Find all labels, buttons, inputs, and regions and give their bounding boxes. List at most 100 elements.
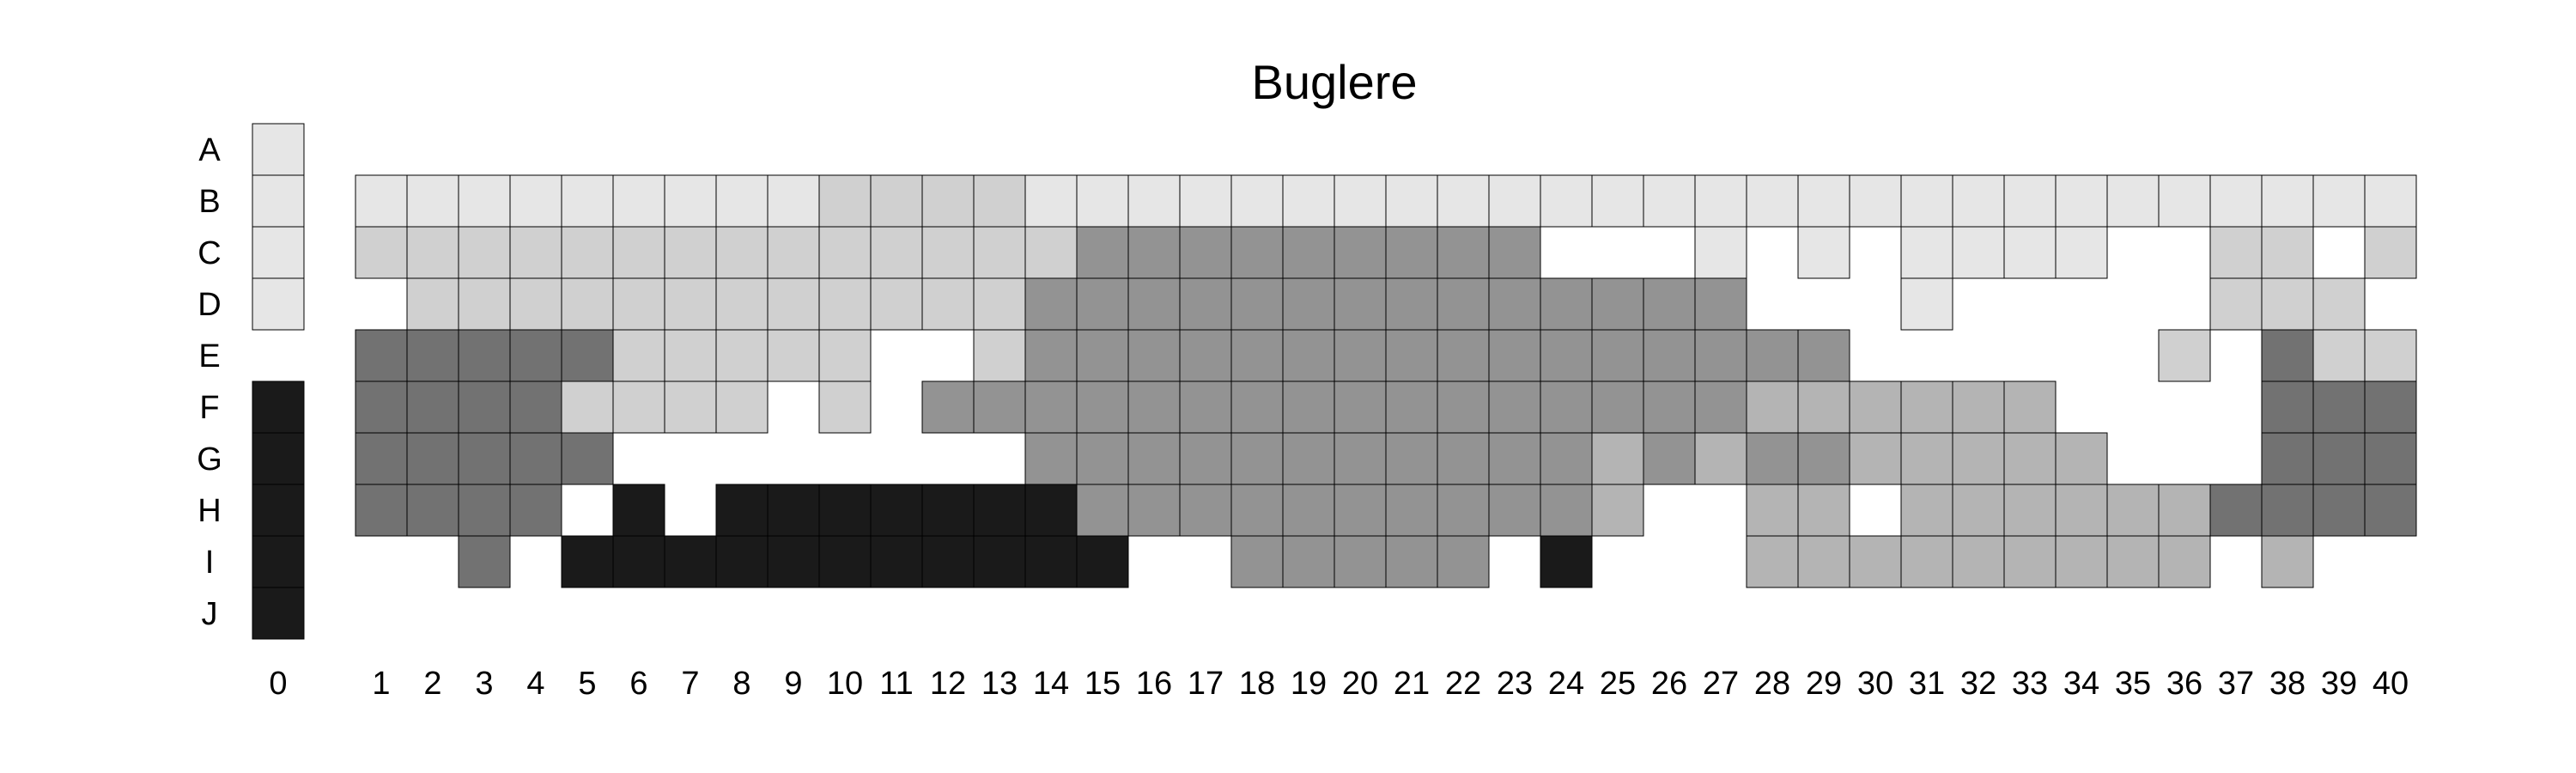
heatmap-cell-B-2 xyxy=(406,174,459,228)
heatmap-cell-H-32 xyxy=(1952,484,2005,537)
heatmap-cell-G-29 xyxy=(1797,432,1850,485)
heatmap-cell-E-21 xyxy=(1385,329,1438,382)
heatmap-cell-H-31 xyxy=(1900,484,1953,537)
heatmap-cell-H-13 xyxy=(973,484,1026,537)
heatmap-cell-C-6 xyxy=(612,226,665,279)
heatmap-cell-G-2 xyxy=(406,432,459,485)
heatmap-cell-H-34 xyxy=(2055,484,2108,537)
heatmap-cell-E-7 xyxy=(664,329,717,382)
heatmap-cell-F-4 xyxy=(509,380,562,434)
column-label-29: 29 xyxy=(1806,666,1842,702)
heatmap-cell-D-16 xyxy=(1127,277,1181,331)
heatmap-cell-I-38 xyxy=(2261,535,2314,588)
heatmap-cell-B-30 xyxy=(1849,174,1902,228)
heatmap-cell-E-39 xyxy=(2312,329,2366,382)
heatmap-cell-B-38 xyxy=(2261,174,2314,228)
column-label-16: 16 xyxy=(1136,666,1172,702)
column-label-14: 14 xyxy=(1033,666,1069,702)
heatmap-cell-G-14 xyxy=(1024,432,1078,485)
heatmap-cell-D-21 xyxy=(1385,277,1438,331)
heatmap-cell-G-26 xyxy=(1643,432,1696,485)
heatmap-cell-G-21 xyxy=(1385,432,1438,485)
heatmap-cell-D-20 xyxy=(1334,277,1387,331)
heatmap-cell-I-32 xyxy=(1952,535,2005,588)
heatmap-cell-B-29 xyxy=(1797,174,1850,228)
heatmap-cell-C-16 xyxy=(1127,226,1181,279)
heatmap-cell-I-36 xyxy=(2158,535,2211,588)
heatmap-cell-H-14 xyxy=(1024,484,1078,537)
heatmap-cell-H-17 xyxy=(1179,484,1232,537)
heatmap-cell-E-14 xyxy=(1024,329,1078,382)
heatmap-cell-E-5 xyxy=(561,329,614,382)
heatmap-cell-C-34 xyxy=(2055,226,2108,279)
heatmap-cell-H-24 xyxy=(1540,484,1593,537)
heatmap-cell-H-9 xyxy=(767,484,820,537)
heatmap-cell-E-16 xyxy=(1127,329,1181,382)
heatmap-cell-F-28 xyxy=(1746,380,1799,434)
heatmap-cell-G-39 xyxy=(2312,432,2366,485)
heatmap-cell-B-26 xyxy=(1643,174,1696,228)
heatmap-cell-E-10 xyxy=(818,329,872,382)
heatmap-cell-G-19 xyxy=(1282,432,1335,485)
heatmap-cell-F-21 xyxy=(1385,380,1438,434)
heatmap-cell-I-9 xyxy=(767,535,820,588)
heatmap-cell-I-14 xyxy=(1024,535,1078,588)
heatmap-cell-D-8 xyxy=(715,277,769,331)
heatmap-cell-F-27 xyxy=(1694,380,1747,434)
heatmap-cell-H-25 xyxy=(1591,484,1644,537)
heatmap-cell-F-39 xyxy=(2312,380,2366,434)
heatmap-cell-D-6 xyxy=(612,277,665,331)
heatmap-cell-C-1 xyxy=(355,226,408,279)
heatmap-cell-C-20 xyxy=(1334,226,1387,279)
heatmap-cell-C-0 xyxy=(252,226,305,279)
heatmap-cell-E-28 xyxy=(1746,329,1799,382)
heatmap-cell-E-6 xyxy=(612,329,665,382)
heatmap-cell-H-21 xyxy=(1385,484,1438,537)
heatmap-cell-G-23 xyxy=(1488,432,1541,485)
heatmap-cell-I-22 xyxy=(1437,535,1490,588)
heatmap-cell-H-22 xyxy=(1437,484,1490,537)
heatmap-cell-D-15 xyxy=(1076,277,1129,331)
heatmap-cell-F-19 xyxy=(1282,380,1335,434)
heatmap-cell-E-17 xyxy=(1179,329,1232,382)
column-label-22: 22 xyxy=(1445,666,1481,702)
heatmap-cell-E-25 xyxy=(1591,329,1644,382)
heatmap-cell-B-23 xyxy=(1488,174,1541,228)
heatmap-cell-F-8 xyxy=(715,380,769,434)
heatmap-cell-C-32 xyxy=(1952,226,2005,279)
column-label-20: 20 xyxy=(1342,666,1378,702)
heatmap-cell-C-10 xyxy=(818,226,872,279)
heatmap-cell-D-13 xyxy=(973,277,1026,331)
heatmap-cell-D-5 xyxy=(561,277,614,331)
heatmap-cell-D-3 xyxy=(458,277,511,331)
heatmap-cell-C-3 xyxy=(458,226,511,279)
heatmap-cell-C-4 xyxy=(509,226,562,279)
heatmap-cell-F-17 xyxy=(1179,380,1232,434)
heatmap-cell-E-24 xyxy=(1540,329,1593,382)
heatmap-cell-D-19 xyxy=(1282,277,1335,331)
chart-title: Buglere xyxy=(1251,55,1417,109)
heatmap-cell-F-30 xyxy=(1849,380,1902,434)
heatmap-cell-G-1 xyxy=(355,432,408,485)
heatmap-cell-E-26 xyxy=(1643,329,1696,382)
heatmap-cell-H-20 xyxy=(1334,484,1387,537)
heatmap-cell-C-8 xyxy=(715,226,769,279)
column-label-18: 18 xyxy=(1239,666,1275,702)
heatmap-cell-C-38 xyxy=(2261,226,2314,279)
heatmap-cell-H-10 xyxy=(818,484,872,537)
heatmap-cell-I-20 xyxy=(1334,535,1387,588)
heatmap-cell-G-28 xyxy=(1746,432,1799,485)
heatmap-cell-C-33 xyxy=(2003,226,2057,279)
heatmap-cell-C-31 xyxy=(1900,226,1953,279)
heatmap-cell-J-0 xyxy=(252,587,305,640)
heatmap-cell-C-5 xyxy=(561,226,614,279)
column-label-17: 17 xyxy=(1188,666,1224,702)
heatmap-cell-B-34 xyxy=(2055,174,2108,228)
column-label-34: 34 xyxy=(2063,666,2099,702)
heatmap-cell-B-35 xyxy=(2106,174,2160,228)
heatmap-cell-H-3 xyxy=(458,484,511,537)
heatmap-cell-H-0 xyxy=(252,484,305,537)
heatmap-cell-B-21 xyxy=(1385,174,1438,228)
